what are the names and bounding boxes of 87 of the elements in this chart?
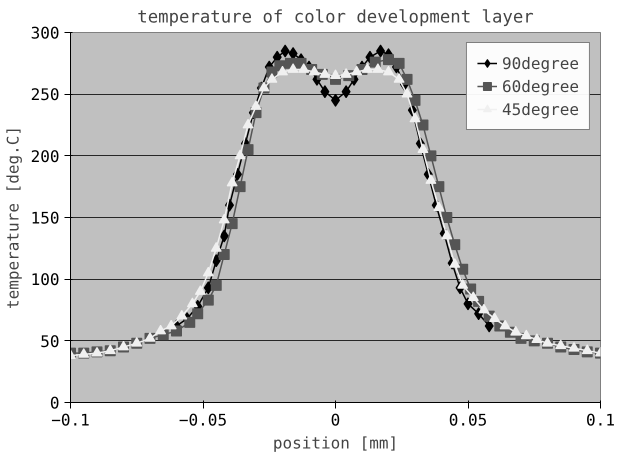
- y-tick-label: 150: [30, 208, 60, 228]
- y-tick-label: 100: [30, 270, 60, 290]
- point: [234, 181, 246, 192]
- point: [266, 73, 278, 83]
- point: [468, 291, 479, 302]
- point: [394, 58, 405, 69]
- point: [410, 112, 420, 122]
- point: [500, 320, 511, 330]
- x-tick-label: −0.1: [51, 410, 90, 430]
- point: [351, 66, 362, 76]
- point: [210, 242, 222, 252]
- point: [441, 230, 452, 240]
- point: [531, 333, 542, 343]
- y-tick-label: 200: [30, 146, 60, 166]
- x-tick-label: −0.05: [178, 410, 228, 430]
- point: [226, 218, 238, 230]
- y-tick-label: 0: [50, 394, 60, 412]
- point: [319, 68, 330, 78]
- point: [184, 316, 196, 328]
- point: [449, 258, 460, 268]
- point: [520, 330, 532, 340]
- point: [212, 254, 221, 268]
- point: [555, 339, 566, 350]
- point: [489, 312, 500, 322]
- point: [192, 308, 204, 320]
- point: [308, 66, 320, 76]
- point: [202, 294, 214, 306]
- legend-label: 90degree: [502, 54, 579, 72]
- legend-label: 60degree: [502, 76, 579, 96]
- point: [376, 44, 386, 58]
- point: [417, 120, 428, 130]
- y-tick-label: 50: [40, 332, 60, 351]
- point: [417, 143, 428, 154]
- y-tick-label: 300: [30, 24, 60, 42]
- point: [402, 88, 413, 98]
- point: [568, 342, 580, 352]
- point: [372, 63, 384, 73]
- point: [402, 74, 413, 85]
- x-tick-label: 0.1: [586, 410, 615, 430]
- point: [394, 73, 405, 83]
- x-tick-label: 0: [330, 410, 340, 430]
- point: [155, 324, 166, 334]
- point: [194, 285, 206, 295]
- point: [288, 63, 299, 73]
- y-tick-label: 250: [30, 85, 60, 104]
- chart-title: temperature of color development layer: [137, 8, 534, 28]
- point: [298, 63, 310, 73]
- point: [242, 118, 254, 128]
- point: [433, 201, 444, 212]
- point: [342, 85, 351, 98]
- point: [288, 46, 298, 60]
- point: [220, 230, 229, 242]
- point: [202, 266, 214, 276]
- point: [457, 279, 468, 289]
- point: [250, 100, 262, 110]
- y-axis-title: temperature [deg.C]: [4, 126, 23, 310]
- point: [218, 249, 230, 260]
- point: [210, 280, 222, 291]
- point: [242, 144, 254, 156]
- legend-label: 45degree: [502, 100, 579, 118]
- point: [176, 310, 188, 320]
- point: [226, 176, 238, 186]
- point: [277, 66, 288, 76]
- x-tick-label: 0.05: [448, 410, 488, 430]
- point: [383, 54, 394, 66]
- point: [320, 85, 330, 98]
- point: [425, 174, 436, 184]
- point: [510, 326, 522, 336]
- point: [218, 214, 230, 224]
- point: [234, 150, 246, 160]
- point: [186, 298, 198, 308]
- point: [582, 344, 593, 354]
- point: [425, 150, 436, 162]
- point: [484, 320, 494, 333]
- point: [362, 63, 373, 73]
- point: [410, 94, 420, 106]
- point: [478, 304, 490, 314]
- point: [433, 181, 444, 192]
- point: [280, 44, 290, 58]
- point: [166, 320, 177, 330]
- point: [204, 281, 213, 294]
- point: [340, 68, 352, 78]
- point: [441, 212, 452, 223]
- point: [383, 66, 394, 76]
- point: [449, 239, 460, 250]
- x-axis-title: position [mm]: [272, 434, 398, 452]
- point: [330, 69, 341, 80]
